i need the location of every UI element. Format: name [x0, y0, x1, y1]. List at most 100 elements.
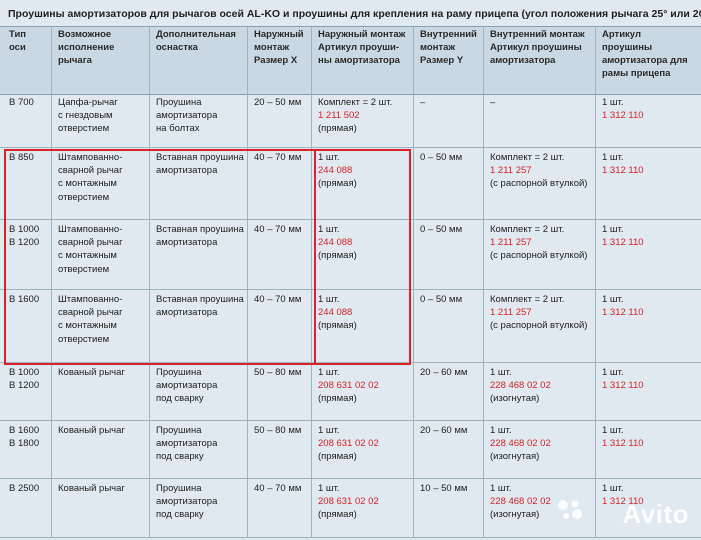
avito-watermark: Avito [622, 499, 689, 529]
cell-line: (прямая) [318, 393, 357, 405]
cell-line: (изогнутая) [490, 451, 540, 463]
header-line: Наружный [254, 29, 304, 40]
cell-line: под сварку [156, 451, 204, 463]
cell-line: – [490, 97, 496, 108]
cell-outer: 1 шт. 208 631 02 02 (прямая) [318, 424, 379, 464]
part-number: 228 468 02 02 [490, 496, 551, 508]
cell-line: амортизатора [156, 307, 218, 319]
header-line: оси [9, 42, 26, 53]
part-number: 228 468 02 02 [490, 380, 551, 392]
cell-line: 1 шт. [602, 367, 624, 378]
header-line: исполнение [58, 42, 115, 53]
cell-extra: Проушина амортизатора под сварку [156, 482, 217, 522]
cell-type: B 1000 B 1200 [9, 366, 39, 392]
cell-line: (изогнутая) [490, 509, 540, 521]
part-number: 244 088 [318, 165, 353, 177]
cell-line: амортизатора [156, 438, 218, 450]
part-number: 1 312 110 [602, 110, 644, 122]
column-divider [149, 27, 150, 538]
header-cell-extra: Дополнительная оснастка [156, 28, 236, 54]
header-line: Размер Y [420, 55, 464, 66]
cell-line: 1 шт. [602, 152, 624, 163]
part-number: 1 312 110 [602, 165, 644, 177]
part-number: 228 468 02 02 [490, 438, 551, 450]
cell-line: B 1200 [9, 237, 40, 249]
header-line: Размер X [254, 55, 298, 66]
header-line: амортизатора [490, 55, 556, 66]
cell-line: B 1000 [9, 224, 40, 235]
cell-line: Вставная проушина [156, 224, 244, 235]
cell-outer: 1 шт. 244 088 (прямая) [318, 151, 357, 191]
cell-line: 20 – 50 мм [254, 97, 302, 108]
table-row [0, 220, 701, 290]
header-line: Артикул проушины [490, 42, 582, 53]
cell-x: 20 – 50 мм [254, 96, 301, 109]
cell-inner: 1 шт. 228 468 02 02 (изогнутая) [490, 366, 551, 406]
cell-frame: 1 шт. 1 312 110 [602, 151, 644, 177]
cell-y: 20 – 60 мм [420, 366, 467, 379]
cell-line: с монтажным [58, 178, 117, 190]
header-line: Дополнительная [156, 29, 236, 40]
cell-inner: 1 шт. 228 468 02 02 (изогнутая) [490, 482, 551, 522]
part-number: 1 312 110 [602, 237, 644, 249]
header-cell-frame: Артикул проушины амортизатора для рамы приц… [602, 28, 688, 80]
cell-outer: 1 шт. 244 088 (прямая) [318, 293, 357, 333]
part-number: 1 211 502 [318, 110, 360, 122]
cell-line: Штампованно- [58, 152, 123, 163]
cell-line: Вставная проушина [156, 152, 244, 163]
cell-line: (с распорной втулкой) [490, 178, 588, 190]
cell-lever: Цапфа-рычаг с гнездовым отверстием [58, 96, 118, 136]
cell-y: 20 – 60 мм [420, 424, 467, 437]
header-line: Артикул проуши- [318, 42, 400, 53]
cell-line: (изогнутая) [490, 393, 540, 405]
cell-line: 1 шт. [490, 367, 512, 378]
cell-y: 0 – 50 мм [420, 223, 462, 236]
cell-line: амортизатора [156, 496, 218, 508]
cell-lever: Кованый рычаг [58, 366, 125, 379]
cell-line: Комплект = 2 шт. [490, 294, 565, 305]
header-line: Внутренний [420, 29, 477, 40]
cell-line: 1 шт. [490, 483, 512, 494]
cell-inner: 1 шт. 228 468 02 02 (изогнутая) [490, 424, 551, 464]
cell-extra: Вставная проушина амортизатора [156, 293, 244, 319]
cell-line: Проушина [156, 97, 202, 108]
cell-type: B 2500 [9, 482, 39, 495]
cell-x: 50 – 80 мм [254, 366, 301, 379]
cell-frame: 1 шт. 1 312 110 [602, 482, 644, 508]
cell-line: (с распорной втулкой) [490, 320, 588, 332]
cell-line: с монтажным [58, 320, 117, 332]
cell-line: 1 шт. [318, 152, 340, 163]
cell-outer: Комплект = 2 шт. 1 211 502 (прямая) [318, 96, 392, 136]
cell-line: (прямая) [318, 250, 357, 262]
cell-frame: 1 шт. 1 312 110 [602, 366, 644, 392]
header-cell-outer: Наружный монтаж Артикул проуши-ны амортиз… [318, 28, 405, 67]
cell-line: под сварку [156, 509, 204, 521]
cell-lever: Кованый рычаг [58, 424, 125, 437]
cell-line: B 700 [9, 97, 34, 108]
cell-line: сварной рычаг [58, 165, 123, 177]
cell-inner: Комплект = 2 шт. 1 211 257 (с распорной вт… [490, 223, 587, 263]
table-row [0, 290, 701, 363]
cell-line: B 2500 [9, 483, 40, 494]
table-row [0, 421, 701, 479]
header-line: амортизатора для [602, 55, 688, 66]
cell-type: B 1600 [9, 293, 39, 306]
part-number: 1 312 110 [602, 380, 644, 392]
header-line: Возможное [58, 29, 112, 40]
cell-frame: 1 шт. 1 312 110 [602, 223, 644, 249]
part-number: 244 088 [318, 237, 353, 249]
cell-line: 1 шт. [318, 224, 340, 235]
header-cell-y: Внутренний монтаж Размер Y [420, 28, 477, 67]
cell-line: (с распорной втулкой) [490, 250, 588, 262]
cell-line: Цапфа-рычаг [58, 97, 118, 108]
header-line: Наружный монтаж [318, 29, 406, 40]
cell-line: отверстием [58, 191, 110, 203]
cell-line: Кованый рычаг [58, 425, 125, 436]
column-divider [247, 27, 248, 538]
highlight-box-outer-mount [314, 149, 411, 365]
cell-line: отверстием [58, 263, 110, 275]
cell-line: отверстием [58, 333, 110, 345]
cell-line: 20 – 60 мм [420, 425, 468, 436]
cell-line: (прямая) [318, 320, 357, 332]
